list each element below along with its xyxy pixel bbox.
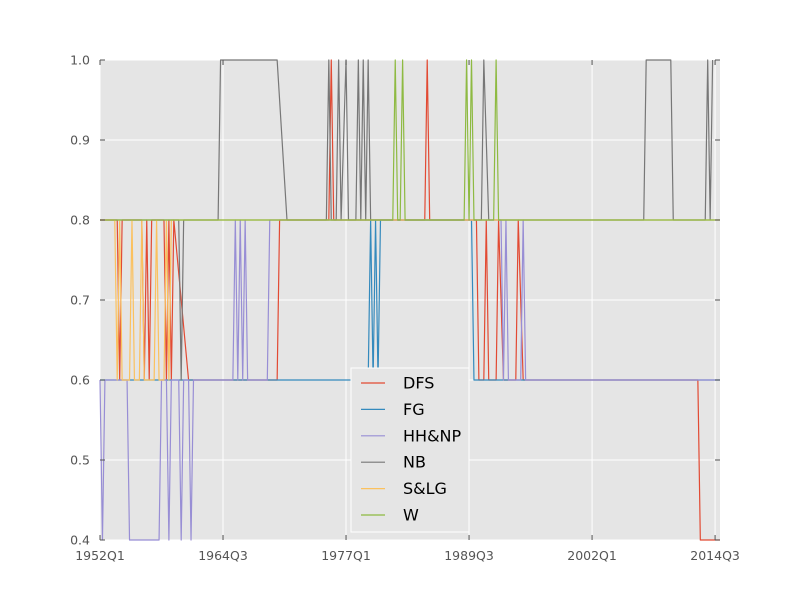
y-tick-label: 0.7 [70,293,90,308]
x-tick-label: 1989Q3 [444,548,494,563]
series-line-w [100,59,720,221]
series-line-hh-np [99,219,720,541]
legend-label-dfs: DFS [403,374,434,393]
axis-ticks: 0.4 0.5 0.6 0.7 0.8 0.9 1.0 1952Q1 1964Q3 1977Q1 1… [70,53,740,564]
legend-label-w: W [403,506,419,525]
y-tick-label: 0.5 [70,453,90,468]
y-tick-label: 0.9 [70,133,90,148]
legend-label-fg: FG [403,400,425,419]
legend-label-nb: NB [403,453,426,472]
legend[interactable]: DFS FG HH&NP NB S&LG W [350,367,470,533]
y-tick-label: 0.6 [70,373,90,388]
y-tick-label: 0.8 [70,213,90,228]
y-tick-label: 0.4 [70,533,90,548]
legend-label-s-lg: S&LG [403,479,447,498]
legend-box [350,367,470,533]
x-tick-label: 1977Q1 [321,548,371,563]
legend-label-hh-np: HH&NP [403,426,462,445]
x-tick-label: 1952Q1 [75,548,125,563]
x-tick-label: 2002Q1 [567,548,617,563]
y-tick-label: 1.0 [70,53,90,68]
x-tick-label: 2014Q3 [690,548,740,563]
x-tick-label: 1964Q3 [198,548,248,563]
